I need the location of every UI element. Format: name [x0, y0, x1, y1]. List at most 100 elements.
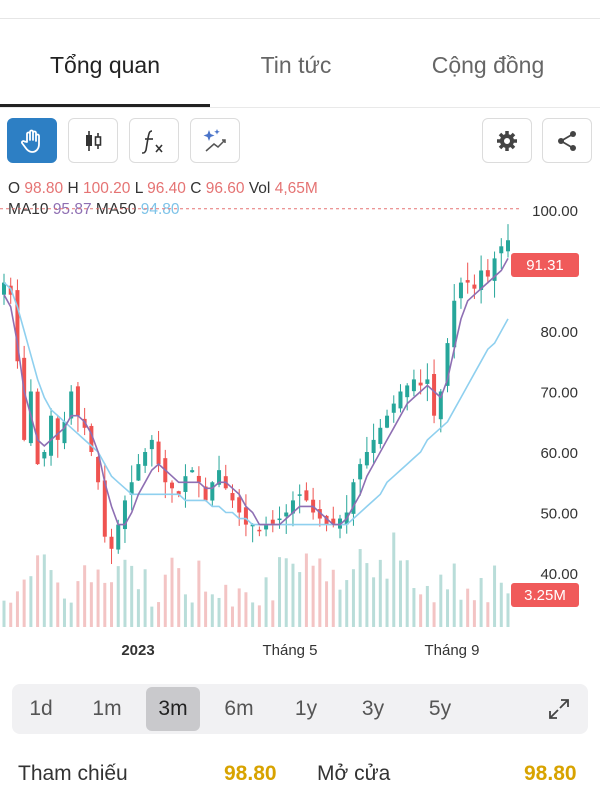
hand-tool-button[interactable] — [7, 118, 57, 163]
ma50-value: 94.80 — [140, 201, 180, 218]
candle-body — [42, 452, 47, 459]
volume-bar — [244, 592, 248, 627]
hand-icon — [21, 129, 40, 153]
volume-bar — [325, 581, 329, 627]
volume-bar — [398, 560, 402, 627]
range-6m[interactable]: 6m — [224, 697, 254, 720]
candle-body — [304, 490, 309, 501]
ma10-label: MA10 — [8, 201, 49, 218]
volume-bar — [412, 588, 416, 627]
candle-body — [35, 391, 40, 465]
candle-body — [290, 500, 295, 514]
range-1d[interactable]: 1d — [29, 697, 53, 720]
volume-label: Vol — [248, 180, 271, 197]
candle-body — [237, 497, 242, 513]
status-bar — [0, 0, 600, 19]
candle-body — [331, 518, 336, 525]
volume-bar — [83, 565, 87, 627]
candle-body — [458, 282, 463, 299]
candle-body — [190, 470, 195, 473]
range-5y[interactable]: 5y — [428, 697, 452, 720]
range-3y[interactable]: 3y — [361, 697, 385, 720]
y-tick-label: 100.00 — [532, 203, 578, 220]
range-1m[interactable]: 1m — [92, 697, 122, 720]
candle-body — [122, 500, 127, 530]
volume-bar — [62, 598, 66, 627]
volume-bar — [479, 577, 483, 627]
candle-body — [264, 524, 269, 530]
volume-bar — [130, 565, 134, 627]
low-label: L — [134, 180, 143, 197]
candlestick-icon — [86, 130, 102, 151]
volume-bar — [96, 569, 100, 627]
candle-body — [351, 482, 356, 514]
volume-bar — [210, 594, 214, 627]
volume-bar — [284, 558, 288, 627]
volume-bar — [351, 569, 355, 627]
tab-overview[interactable]: Tổng quan — [50, 52, 160, 78]
volume-bar — [405, 560, 409, 627]
tab-community[interactable]: Cộng đồng — [431, 52, 545, 78]
x-tick-label: 2023 — [121, 642, 154, 659]
y-tick-label: 60.00 — [540, 445, 578, 462]
candle-body — [156, 441, 161, 465]
candle-body — [411, 379, 416, 392]
volume-bar — [251, 602, 255, 627]
candle-body — [62, 421, 67, 444]
candle-body — [492, 258, 497, 281]
volume-bar — [143, 569, 147, 627]
candle-body — [506, 240, 510, 252]
range-3m[interactable]: 3m — [146, 687, 200, 731]
volume-bar — [56, 582, 60, 627]
candle-body — [129, 482, 134, 495]
high-label: H — [67, 180, 79, 197]
candle-body — [102, 480, 107, 537]
tab-news[interactable]: Tin tức — [260, 52, 332, 78]
candle-body — [445, 343, 450, 386]
volume-bar — [472, 600, 476, 627]
candle-body — [452, 300, 457, 348]
candle-body — [270, 519, 275, 525]
volume-bar — [358, 549, 362, 627]
volume-bar — [116, 566, 120, 627]
x-tick-label: Tháng 9 — [424, 642, 479, 659]
volume-bar — [425, 585, 429, 627]
volume-bar — [304, 553, 308, 627]
volume-bar — [419, 594, 423, 627]
candle-body — [143, 452, 148, 466]
volume-bars — [2, 532, 510, 627]
fullscreen-button[interactable] — [532, 687, 586, 731]
low-value: 96.40 — [147, 180, 186, 197]
volume-bar — [15, 591, 19, 627]
volume-bar — [392, 532, 396, 627]
volume-bar — [506, 593, 510, 627]
volume-bar — [318, 558, 322, 627]
volume-bar — [136, 589, 140, 627]
last-price-label: 91.31 — [526, 257, 564, 274]
volume-bar — [204, 591, 208, 627]
volume-bar — [365, 563, 369, 627]
candles — [2, 224, 510, 565]
share-button[interactable] — [542, 118, 592, 163]
candle-body — [398, 391, 403, 409]
candle-body — [358, 464, 363, 480]
volume-bar — [298, 572, 302, 627]
ma10-value: 95.87 — [52, 201, 92, 218]
candle-body — [391, 403, 396, 413]
volume-bar — [230, 606, 234, 627]
function-icon — [141, 129, 163, 154]
settings-button[interactable] — [482, 118, 532, 163]
ma50-label: MA50 — [95, 201, 137, 218]
open-price-value: 98.80 — [524, 762, 577, 785]
volume-bar — [466, 588, 470, 627]
candlestick-button[interactable] — [68, 118, 118, 163]
candle-body — [364, 452, 369, 466]
volume-bar — [36, 555, 40, 627]
candle-body — [257, 529, 262, 532]
range-1y[interactable]: 1y — [294, 697, 318, 720]
last-volume-badge — [511, 583, 579, 607]
ai-tool-button[interactable] — [190, 118, 240, 163]
reference-label: Tham chiếu — [18, 762, 128, 785]
indicator-button[interactable] — [129, 118, 179, 163]
